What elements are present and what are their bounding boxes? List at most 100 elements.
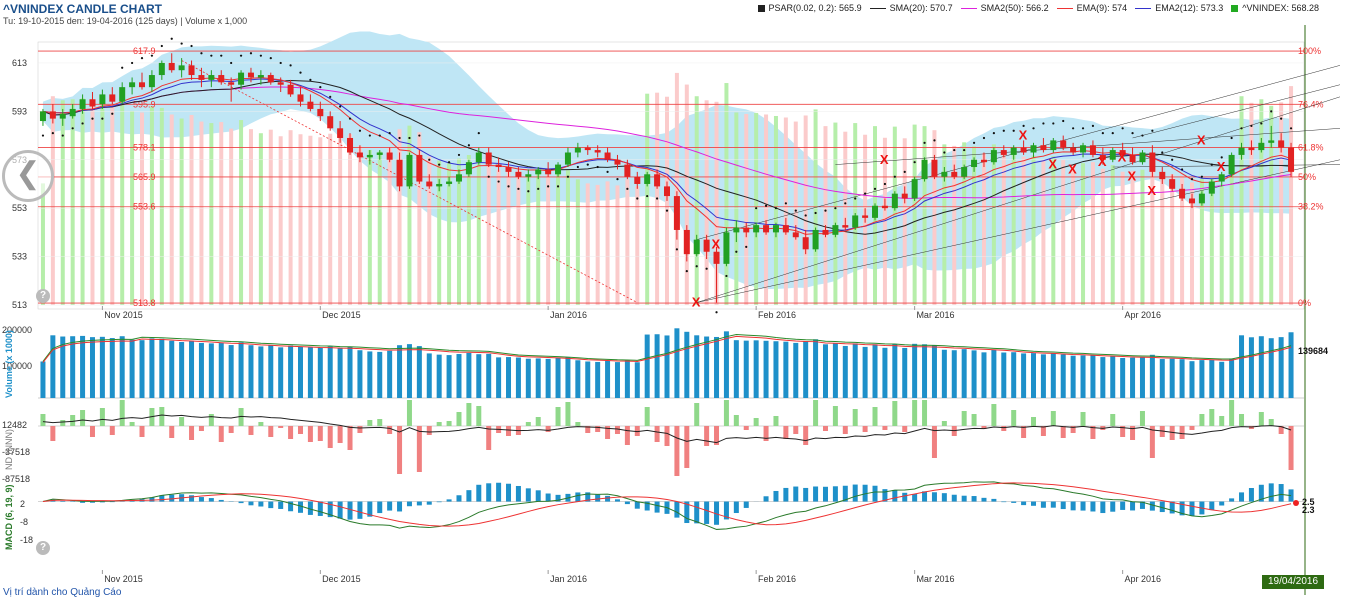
candle-body: [59, 113, 66, 119]
background-volume-bar: [1160, 175, 1165, 305]
psar-dot: [190, 44, 193, 48]
background-volume-bar: [526, 174, 531, 305]
nd-bar: [743, 426, 749, 430]
candle-body: [515, 171, 522, 177]
macd-histogram-bar: [1179, 501, 1185, 516]
volume-bar: [436, 354, 442, 398]
macd-histogram-bar: [971, 496, 977, 502]
legend-item[interactable]: EMA2(12): 573.3: [1135, 3, 1223, 13]
legend-item[interactable]: PSAR(0.02, 0.2): 565.9: [757, 3, 862, 13]
help-icon[interactable]: ?: [36, 289, 50, 303]
background-volume-bar: [189, 114, 194, 305]
psar-dot: [1210, 163, 1213, 166]
volume-bar: [169, 340, 175, 398]
candle-body: [475, 152, 482, 163]
macd-histogram-bar: [961, 495, 967, 502]
psar-dot: [844, 202, 847, 205]
psar-dot: [428, 158, 431, 161]
psar-dot: [923, 141, 926, 144]
macd-last-value: 2.3: [1302, 505, 1315, 515]
legend-item[interactable]: ^VNINDEX: 568.28: [1231, 3, 1319, 13]
volume-bar: [723, 331, 729, 398]
psar-dot: [814, 211, 817, 215]
legend-item[interactable]: EMA(9): 574: [1056, 3, 1127, 13]
macd-histogram-bar: [912, 493, 918, 502]
volume-bar: [1050, 353, 1056, 398]
volume-bar: [406, 344, 412, 398]
psar-dot: [626, 187, 629, 190]
candle-body: [505, 167, 512, 172]
legend-item[interactable]: SMA2(50): 566.2: [960, 3, 1049, 13]
macd-histogram-bar: [951, 494, 957, 502]
nd-tick-label: -87518: [2, 474, 30, 484]
volume-bar: [842, 345, 848, 398]
prev-arrow-icon[interactable]: ❮: [2, 150, 54, 202]
nd-bar: [1278, 426, 1284, 434]
volume-bar: [327, 346, 333, 398]
macd-line: [42, 481, 1292, 530]
macd-histogram-bar: [515, 485, 521, 502]
volume-bar: [1199, 360, 1205, 398]
macd-histogram-bar: [1258, 484, 1264, 502]
nd-bar: [486, 426, 492, 450]
nd-bar: [733, 415, 739, 426]
background-volume-bar: [645, 93, 650, 305]
psar-dot: [101, 117, 104, 120]
macd-histogram-bar: [476, 484, 482, 502]
volume-bar: [367, 351, 373, 398]
macd-histogram-bar: [1110, 501, 1116, 512]
macd-histogram-bar: [159, 495, 165, 502]
background-volume-bar: [40, 183, 45, 305]
nd-bar: [426, 426, 432, 435]
nd-bar: [922, 400, 928, 426]
volume-bar: [605, 360, 611, 398]
psar-dot: [636, 197, 639, 200]
background-volume-bar: [605, 181, 610, 305]
macd-histogram-bar: [109, 501, 115, 503]
volume-ma-line: [42, 333, 1292, 362]
background-volume-bar: [387, 147, 392, 305]
help-icon[interactable]: ?: [36, 541, 50, 555]
nd-bar: [317, 426, 323, 441]
background-volume-bar: [615, 185, 620, 305]
volume-bar: [1169, 358, 1175, 398]
macd-histogram-bar: [1120, 501, 1126, 510]
background-volume-bar: [912, 124, 917, 306]
background-volume-bar: [882, 137, 887, 305]
psar-dot: [616, 178, 619, 181]
volume-bar: [595, 361, 601, 398]
background-volume-bar: [427, 156, 432, 305]
nd-bar: [872, 407, 878, 426]
volume-bar: [89, 337, 95, 398]
psar-dot: [705, 267, 708, 270]
legend-item[interactable]: SMA(20): 570.7: [869, 3, 953, 13]
background-volume-bar: [169, 114, 174, 305]
signal-x-marker: X: [712, 236, 721, 251]
psar-dot: [61, 134, 64, 137]
macd-histogram-bar: [743, 501, 749, 508]
candle-body: [545, 169, 552, 175]
volume-bar: [1120, 357, 1126, 398]
nd-bar: [1258, 412, 1264, 426]
nd-bar: [1130, 426, 1136, 440]
volume-bar: [525, 358, 531, 398]
psar-dot: [893, 175, 896, 178]
nd-bar: [1199, 414, 1205, 426]
macd-histogram-bar: [704, 501, 710, 524]
nd-bar: [981, 426, 987, 429]
candle-body: [574, 147, 581, 153]
volume-bar: [931, 345, 937, 398]
background-volume-bar: [1041, 159, 1046, 305]
psar-dot: [517, 187, 520, 190]
volume-bar: [674, 328, 680, 398]
candle-body: [802, 237, 809, 250]
psar-dot: [1062, 119, 1065, 123]
volume-bar: [912, 343, 918, 398]
macd-histogram-bar: [357, 501, 363, 519]
candle-body: [465, 162, 472, 175]
candle-body: [1248, 147, 1255, 151]
background-volume-bar: [734, 112, 739, 305]
nd-bar: [862, 426, 868, 432]
